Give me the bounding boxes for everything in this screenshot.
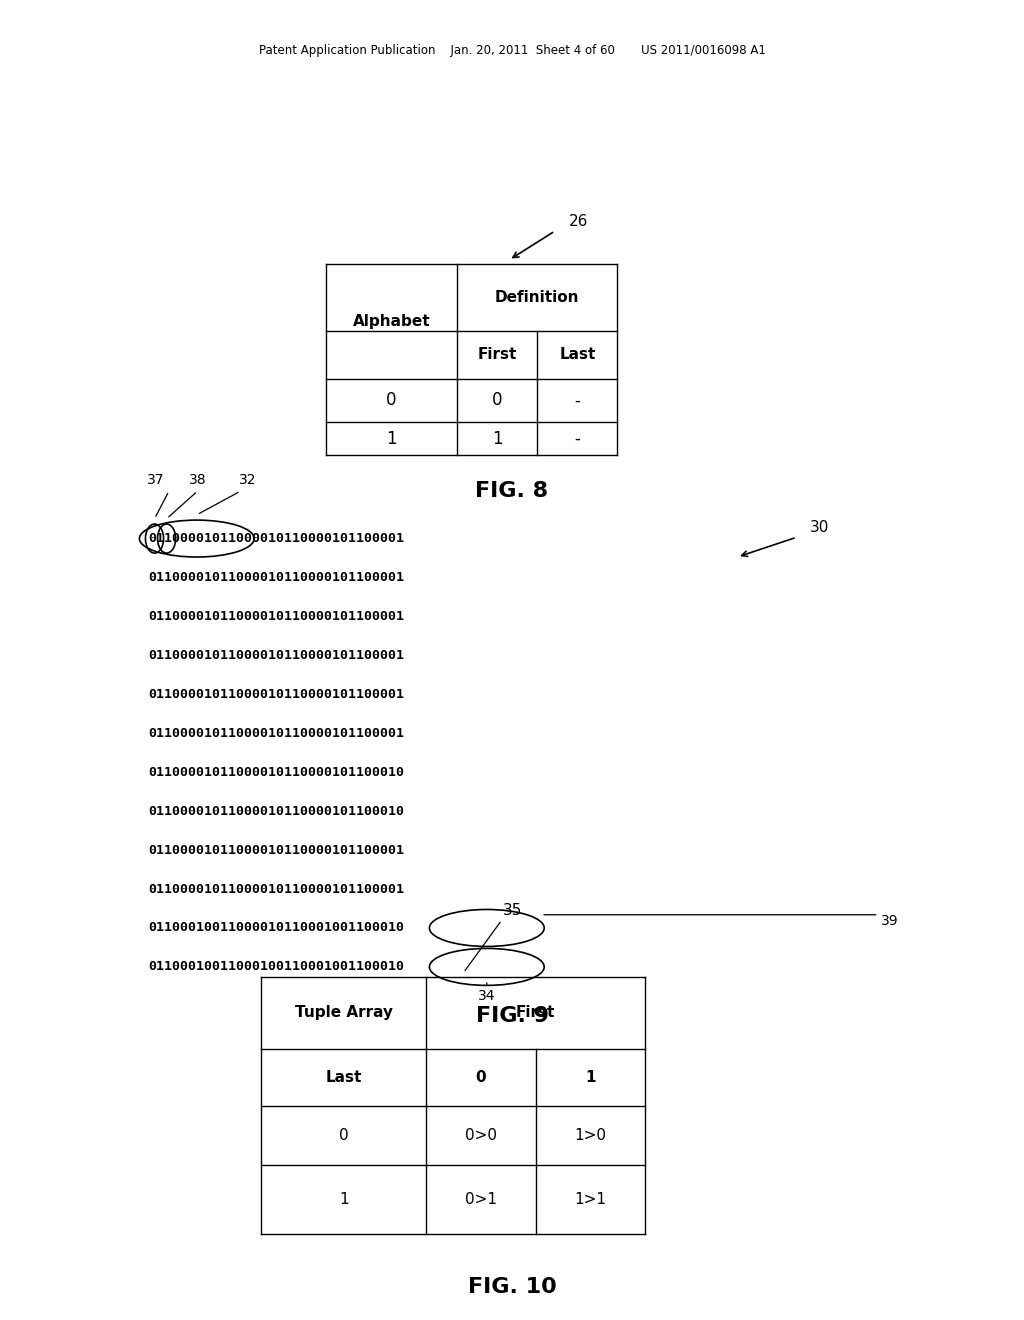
Text: 0: 0 [386,391,396,409]
Text: 1>0: 1>0 [574,1127,606,1143]
Text: 01100001011000010110000101100001: 01100001011000010110000101100001 [148,532,404,545]
Text: 01100001011000010110000101100001: 01100001011000010110000101100001 [148,883,404,895]
Text: FIG. 10: FIG. 10 [468,1276,556,1298]
Text: 01100001011000010110000101100001: 01100001011000010110000101100001 [148,727,404,739]
Text: Definition: Definition [495,290,580,305]
Text: 01100001011000010110000101100001: 01100001011000010110000101100001 [148,649,404,661]
Text: 37: 37 [146,474,165,487]
Text: First: First [516,1006,555,1020]
Text: 01100001011000010110000101100001: 01100001011000010110000101100001 [148,610,404,623]
Text: Last: Last [326,1069,361,1085]
Text: 01100001011000010110000101100001: 01100001011000010110000101100001 [148,843,404,857]
Text: 26: 26 [569,214,588,230]
Text: 1>1: 1>1 [574,1192,606,1206]
Text: 38: 38 [188,474,207,487]
Text: FIG. 9: FIG. 9 [475,1006,549,1027]
Text: 01100001011000010110000101100001: 01100001011000010110000101100001 [148,688,404,701]
Text: 1: 1 [585,1069,596,1085]
Text: Tuple Array: Tuple Array [295,1006,392,1020]
Text: 1: 1 [492,429,503,447]
Text: Last: Last [559,347,596,363]
Text: 0>0: 0>0 [465,1127,497,1143]
Text: 30: 30 [810,520,828,536]
Text: Alphabet: Alphabet [352,314,430,329]
Text: 01100001011000010110000101100010: 01100001011000010110000101100010 [148,766,404,779]
Text: 35: 35 [503,903,521,919]
Text: -: - [574,429,581,447]
Text: 0: 0 [339,1127,348,1143]
Text: 01100010011000100110001001100010: 01100010011000100110001001100010 [148,961,404,973]
Text: 39: 39 [881,915,898,928]
Text: First: First [477,347,517,363]
Text: 01100001011000010110000101100001: 01100001011000010110000101100001 [148,572,404,583]
Text: 1: 1 [339,1192,348,1206]
Text: 34: 34 [478,989,496,1003]
Text: 0: 0 [475,1069,486,1085]
Text: 32: 32 [239,474,257,487]
Text: FIG. 8: FIG. 8 [475,480,549,502]
Text: 0>1: 0>1 [465,1192,497,1206]
Text: 0: 0 [492,391,503,409]
Text: 01100001011000010110000101100010: 01100001011000010110000101100010 [148,805,404,817]
Text: 1: 1 [386,429,396,447]
Text: -: - [574,391,581,409]
Text: Patent Application Publication    Jan. 20, 2011  Sheet 4 of 60       US 2011/001: Patent Application Publication Jan. 20, … [259,44,765,57]
Text: 01100010011000010110001001100010: 01100010011000010110001001100010 [148,921,404,935]
